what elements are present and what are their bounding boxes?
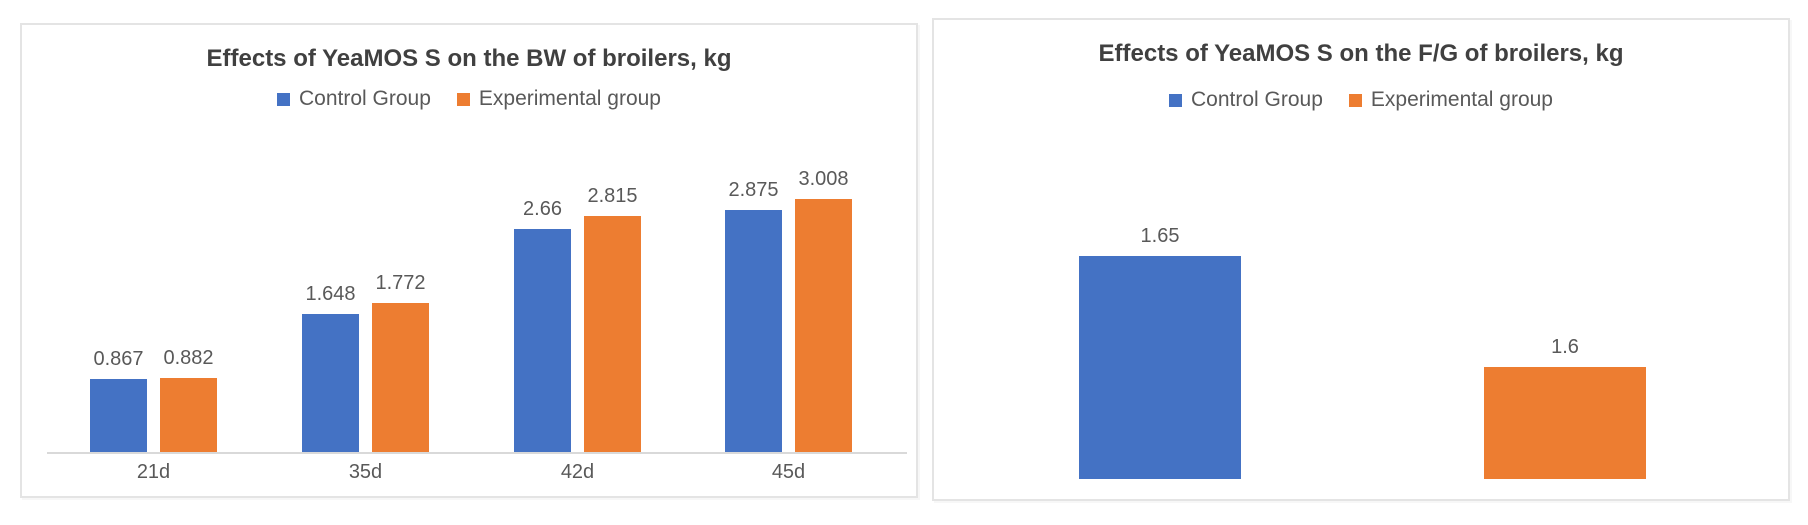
fg-chart-panel: Effects of YeaMOS S on the F/G of broile…: [932, 18, 1790, 501]
x-tick-42d: 42d: [560, 461, 595, 483]
data-label-experimental-group-42d: 2.815: [587, 185, 638, 207]
data-label-control-group-35d: 1.648: [305, 283, 356, 305]
legend-label-control-group: Control Group: [298, 87, 431, 110]
legend-swatch-control-group-icon: [276, 92, 290, 106]
chart-title: Effects of YeaMOS S on the F/G of broile…: [1098, 40, 1624, 67]
x-axis-line: [47, 452, 907, 454]
bar-control-group: [1079, 256, 1241, 479]
x-tick-21d: 21d: [136, 461, 171, 483]
bar-control-group-45d: [725, 210, 782, 452]
bar-control-group-35d: [302, 314, 359, 452]
chart-title: Effects of YeaMOS S on the BW of broiler…: [206, 45, 732, 72]
legend-item-control-group: Control Group: [276, 87, 431, 111]
bar-experimental-group-42d: [584, 216, 641, 452]
chart-legend: Control Group Experimental group: [22, 87, 916, 111]
legend-item-control-group: Control Group: [1168, 88, 1323, 112]
plot-area: 0.867 1.648 2.66 2.875 0.882 1.772 2.815 3.008 2…: [22, 25, 916, 496]
data-label-control-group-45d: 2.875: [728, 179, 779, 201]
bar-control-group-42d: [514, 229, 571, 452]
data-label-experimental-group: 1.6: [1551, 336, 1579, 358]
chart-legend: Control Group Experimental group: [934, 88, 1788, 112]
x-tick-35d: 35d: [348, 461, 383, 483]
legend-label-experimental-group: Experimental group: [478, 87, 661, 110]
x-tick-45d: 45d: [771, 461, 806, 483]
data-label-experimental-group-21d: 0.882: [163, 347, 214, 369]
legend-item-experimental-group: Experimental group: [456, 87, 661, 111]
legend-label-experimental-group: Experimental group: [1370, 88, 1553, 111]
legend-item-experimental-group: Experimental group: [1348, 88, 1553, 112]
data-label-control-group-42d: 2.66: [523, 198, 562, 220]
plot-area: 1.65 1.6: [934, 20, 1788, 499]
legend-swatch-experimental-group-icon: [456, 92, 470, 106]
data-label-experimental-group-45d: 3.008: [798, 168, 849, 190]
bar-experimental-group-21d: [160, 378, 217, 452]
data-label-experimental-group-35d: 1.772: [375, 272, 426, 294]
data-label-control-group-21d: 0.867: [93, 348, 144, 370]
bw-chart-panel: Effects of YeaMOS S on the BW of broiler…: [20, 23, 918, 498]
bar-control-group-21d: [90, 379, 147, 452]
bar-experimental-group-45d: [795, 199, 852, 452]
data-label-control-group: 1.65: [1140, 225, 1180, 247]
bar-experimental-group-35d: [372, 303, 429, 452]
legend-swatch-experimental-group-icon: [1348, 93, 1362, 107]
bar-experimental-group: [1484, 367, 1646, 479]
legend-label-control-group: Control Group: [1190, 88, 1323, 111]
legend-swatch-control-group-icon: [1168, 93, 1182, 107]
